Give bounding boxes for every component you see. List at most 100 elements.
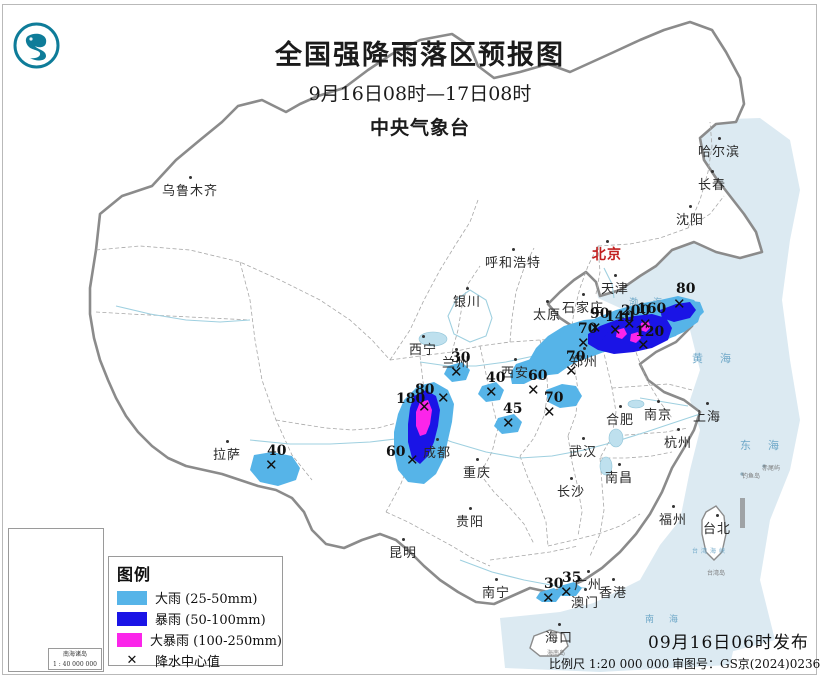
precip-center-value: 80 [415, 382, 435, 398]
band-shaanxi-spot [444, 362, 470, 382]
band-guangdong-2 [556, 582, 582, 596]
city-label: 长沙 [557, 485, 586, 500]
band-shandong-core [588, 314, 672, 354]
city-label: 海口 [545, 631, 574, 646]
precip-center-marker: ✕ [450, 363, 463, 381]
city-label: 合肥 [606, 413, 635, 428]
sea-label: 台湾海峡 [692, 548, 729, 555]
city-dot [706, 402, 709, 405]
precip-center-value: 30 [451, 350, 471, 366]
sea-label: 东 海 [740, 439, 782, 452]
province-borders [95, 121, 725, 567]
legend-swatch [117, 632, 143, 647]
city-label: 贵阳 [456, 515, 485, 530]
city-dot [476, 458, 479, 461]
city-label: 成都 [423, 446, 452, 461]
precip-center-marker: ✕ [543, 403, 556, 421]
city-label: 台北 [703, 522, 732, 537]
approval-number: 审图号：GS京(2024)0236号 [672, 657, 821, 671]
sea-label: 黄 海 [692, 352, 734, 365]
city-label: 拉萨 [213, 448, 242, 463]
precip-center-marker: ✕ [589, 319, 602, 337]
city-label: 西安 [501, 366, 530, 381]
island-label: 钓鱼岛 [742, 473, 761, 480]
core-shandong-2 [630, 332, 641, 343]
small-islets [740, 464, 766, 476]
legend-item-label: 降水中心值 [155, 655, 221, 670]
city-label: 福州 [659, 513, 688, 528]
band-guangdong-1 [536, 588, 562, 602]
city-label: 兰州 [442, 356, 471, 371]
hainan-island [529, 629, 569, 657]
city-label: 北京 [592, 247, 622, 263]
islands [529, 505, 727, 657]
precip-center-marker: ✕ [502, 414, 515, 432]
city-label: 太原 [533, 308, 562, 323]
band-bohai-strip [660, 302, 696, 322]
south-china-sea-inset: 南海诸岛 1 : 40 000 000 [8, 528, 104, 672]
island-label: 赤尾屿 [762, 465, 781, 472]
precip-center-value: 45 [503, 401, 523, 417]
city-label: 杭州 [664, 436, 693, 451]
precip-center-marker: ✕ [542, 589, 555, 607]
legend-item: 大暴雨 (100-250mm) [117, 629, 282, 650]
precip-center-value: 80 [676, 281, 696, 297]
city-dot [582, 437, 585, 440]
city-label: 昆明 [389, 546, 418, 561]
city-dot [402, 538, 405, 541]
cma-dragon-logo [13, 22, 60, 69]
precip-center-marker: ✕ [418, 398, 431, 416]
taiwan-island [701, 505, 727, 561]
legend-heading: 图例 [117, 565, 152, 584]
precip-center-value: 160 [637, 301, 667, 317]
precip-center-value: 70 [578, 321, 598, 337]
legend-item-label: 大暴雨 (100-250mm) [150, 634, 282, 649]
city-dot [422, 335, 425, 338]
city-dot [689, 205, 692, 208]
city-dot [189, 176, 192, 179]
city-label: 乌鲁木齐 [162, 184, 219, 199]
city-label: 澳门 [571, 596, 600, 611]
precip-center-marker: ✕ [437, 389, 450, 407]
city-dot [546, 300, 549, 303]
precip-center-marker: ✕ [565, 362, 578, 380]
city-dot [614, 274, 617, 277]
precip-center-value: 60 [386, 444, 406, 460]
precip-center-value: 70 [544, 390, 564, 406]
city-dot [657, 400, 660, 403]
legend-item: 暴雨 (50-100mm) [117, 608, 282, 629]
city-label: 天津 [601, 282, 630, 297]
city-dot [226, 440, 229, 443]
precip-center-marker: ✕ [265, 456, 278, 474]
city-label: 香港 [599, 586, 628, 601]
precip-center-value: 120 [635, 324, 665, 340]
inset-scale-text: 1 : 40 000 000 [52, 661, 97, 668]
rain-band-extreme-100-250 [416, 321, 651, 436]
precip-center-marker: ✕ [527, 381, 540, 399]
city-dot [582, 293, 585, 296]
city-dot [619, 405, 622, 408]
precip-center-value: 35 [562, 570, 582, 586]
city-dot [716, 514, 719, 517]
city-label: 南宁 [482, 586, 511, 601]
city-dot [584, 588, 587, 591]
city-label: 石家庄 [562, 301, 605, 316]
city-dot [436, 438, 439, 441]
precip-center-value: 60 [528, 368, 548, 384]
island-label: 台湾岛 [707, 570, 726, 577]
city-label: 哈尔滨 [698, 145, 741, 160]
city-label: 西宁 [409, 343, 438, 358]
core-shandong-1 [616, 328, 627, 339]
band-tibet [250, 452, 300, 486]
legend-swatch [117, 590, 147, 605]
city-dot [711, 170, 714, 173]
city-label: 沈阳 [676, 213, 705, 228]
core-shandong-3 [640, 321, 651, 332]
band-hanzhong-spot [478, 382, 504, 402]
legend-box: 图例 大雨 (25-50mm) 暴雨 (50-100mm) 大暴雨 (100-250… [108, 556, 283, 670]
precip-center-marker: ✕ [673, 295, 686, 313]
city-dot [455, 348, 458, 351]
sea-label: 南 海 [645, 615, 682, 625]
inset-title: 南海诸岛 [62, 651, 87, 658]
